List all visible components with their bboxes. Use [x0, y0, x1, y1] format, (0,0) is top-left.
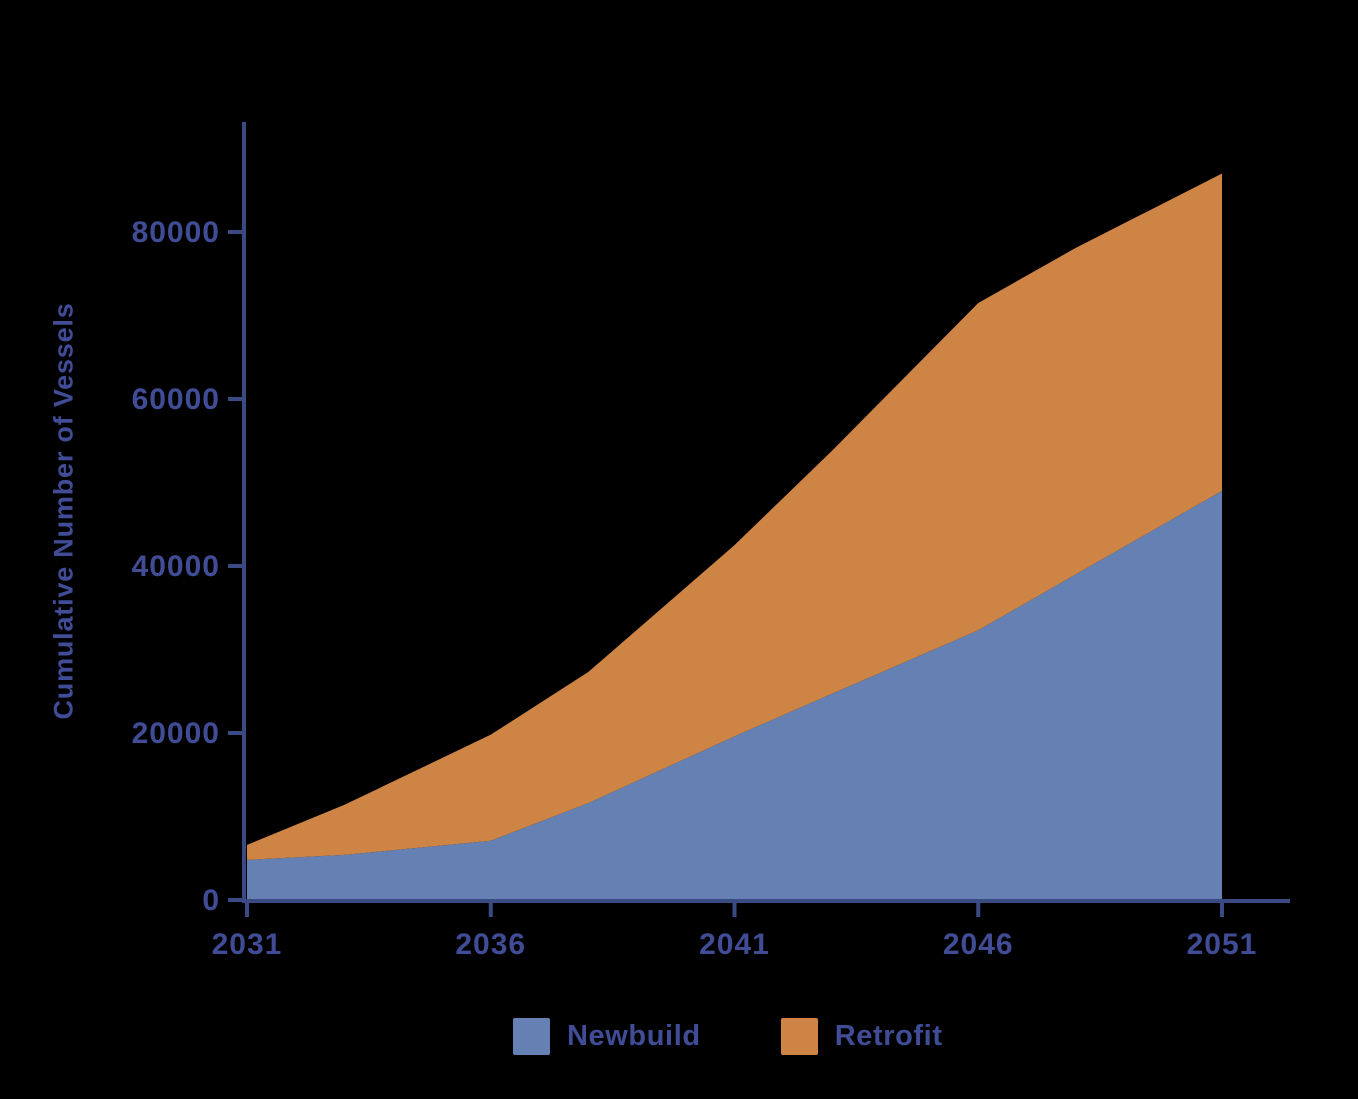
y-tick-label: 40000	[132, 550, 220, 583]
x-tick-label: 2041	[699, 928, 770, 961]
legend-item-retrofit: Retrofit	[780, 1018, 943, 1055]
legend: Newbuild Retrofit	[513, 1018, 943, 1055]
legend-label: Newbuild	[567, 1020, 701, 1052]
x-tick-label: 2031	[212, 928, 283, 961]
area-newbuild	[247, 490, 1222, 900]
y-axis-title: Cumulative Number of Vessels	[48, 302, 79, 720]
y-tick-label: 60000	[132, 383, 220, 416]
legend-label: Retrofit	[834, 1020, 943, 1052]
legend-swatch-newbuild	[513, 1018, 550, 1055]
x-tick-label: 2046	[943, 928, 1014, 961]
y-tick-label: 0	[202, 884, 220, 917]
x-tick-label: 2051	[1187, 928, 1258, 961]
y-tick-label: 80000	[132, 216, 220, 249]
x-tick-label: 2036	[455, 928, 526, 961]
area-retrofit	[247, 173, 1222, 860]
legend-item-newbuild: Newbuild	[513, 1018, 701, 1055]
y-tick-label: 20000	[132, 717, 220, 750]
legend-swatch-retrofit	[780, 1018, 818, 1055]
